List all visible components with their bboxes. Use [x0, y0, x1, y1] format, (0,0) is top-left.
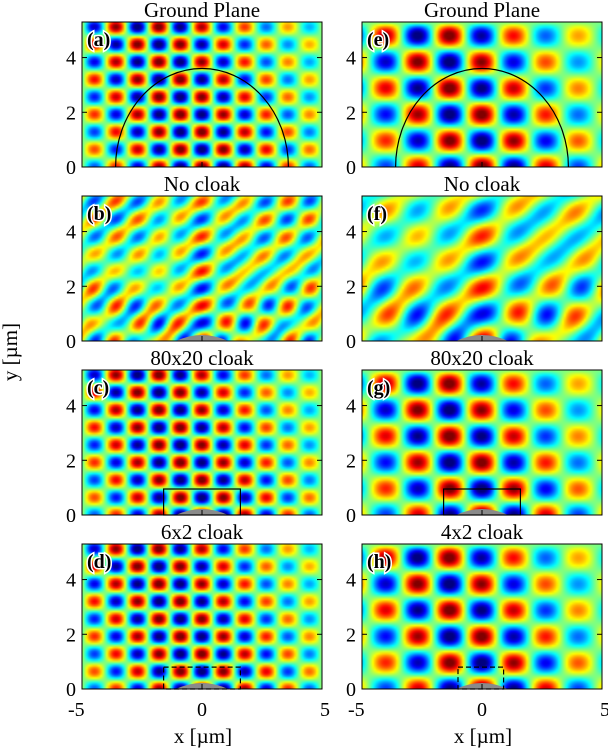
y-tick-label: 2 — [346, 102, 356, 124]
y-tick-label: 0 — [346, 679, 356, 701]
y-tick-label: 0 — [66, 157, 76, 179]
field-map — [82, 196, 322, 341]
panel-e: Ground Plane (e) 0 2 4 — [346, 0, 603, 179]
y-tick-label: 0 — [346, 505, 356, 527]
y-tick-label: 4 — [346, 396, 356, 418]
x-tick-label: -5 — [68, 699, 85, 721]
x-tick-label: 5 — [600, 699, 608, 721]
field-map — [362, 196, 602, 341]
x-tick-label: 5 — [320, 699, 330, 721]
y-tick-label: 2 — [346, 276, 356, 298]
panel-h: 4x2 cloak(h)024-5 0 5 — [346, 520, 608, 721]
field-map — [362, 370, 602, 515]
panel-title: 4x2 cloak — [441, 520, 524, 544]
panel-letter: (a) — [87, 29, 110, 51]
x-axis-label-right: x [µm] — [454, 724, 512, 748]
y-tick-label: 2 — [66, 276, 76, 298]
x-axis-label-left: x [µm] — [174, 724, 232, 748]
boundary-arc — [395, 67, 569, 168]
panel-title: Ground Plane — [424, 0, 540, 22]
y-tick-label: 4 — [66, 48, 76, 70]
panel-b: No cloak (b) 0 2 4 — [66, 172, 323, 353]
y-tick-label: 2 — [66, 102, 76, 124]
y-tick-label: 4 — [66, 570, 76, 592]
panel-letter: (d) — [87, 551, 111, 573]
field-map — [82, 22, 322, 167]
y-tick-label: 4 — [346, 222, 356, 244]
x-tick-label: -5 — [348, 699, 365, 721]
panel-letter: (h) — [367, 551, 391, 573]
panel-g: 80x20 cloak (g) 0 2 4 — [346, 346, 603, 527]
panel-title: No cloak — [164, 172, 241, 196]
y-tick-label: 2 — [66, 624, 76, 646]
panel-d: 6x2 cloak(d)024-5 0 5 — [66, 520, 330, 721]
panel-title: 6x2 cloak — [161, 520, 244, 544]
panel-title: No cloak — [444, 172, 521, 196]
y-tick-label: 4 — [66, 396, 76, 418]
panel-f: No cloak (f) 0 2 4 — [346, 172, 603, 353]
panel-letter: (c) — [87, 377, 109, 399]
y-axis-label: y [µm] — [0, 323, 22, 381]
panel-title: 80x20 cloak — [150, 346, 254, 370]
panel-a: Ground Plane (a) 0 2 4 — [66, 0, 323, 179]
y-tick-label: 0 — [66, 505, 76, 527]
y-tick-label: 4 — [346, 48, 356, 70]
y-tick-label: 4 — [346, 570, 356, 592]
y-tick-label: 0 — [346, 157, 356, 179]
field-map — [82, 544, 322, 689]
field-map — [362, 544, 602, 689]
panel-letter: (f) — [367, 203, 387, 225]
panel-letter: (e) — [367, 29, 389, 51]
panel-c: 80x20 cloak (c) 0 2 4 — [66, 346, 323, 527]
y-tick-label: 2 — [346, 624, 356, 646]
panel-title: 80x20 cloak — [430, 346, 534, 370]
panel-title: Ground Plane — [144, 0, 260, 22]
panel-letter: (g) — [367, 377, 390, 399]
field-map — [362, 22, 602, 167]
boundary-arc — [115, 67, 289, 168]
y-tick-label: 2 — [346, 450, 356, 472]
x-tick-label: 0 — [197, 699, 207, 721]
x-tick-label: 0 — [477, 699, 487, 721]
field-map — [82, 370, 322, 515]
y-tick-label: 0 — [66, 679, 76, 701]
y-tick-label: 0 — [66, 331, 76, 353]
y-tick-label: 0 — [346, 331, 356, 353]
y-tick-label: 4 — [66, 222, 76, 244]
y-tick-label: 2 — [66, 450, 76, 472]
panel-letter: (b) — [87, 203, 111, 225]
